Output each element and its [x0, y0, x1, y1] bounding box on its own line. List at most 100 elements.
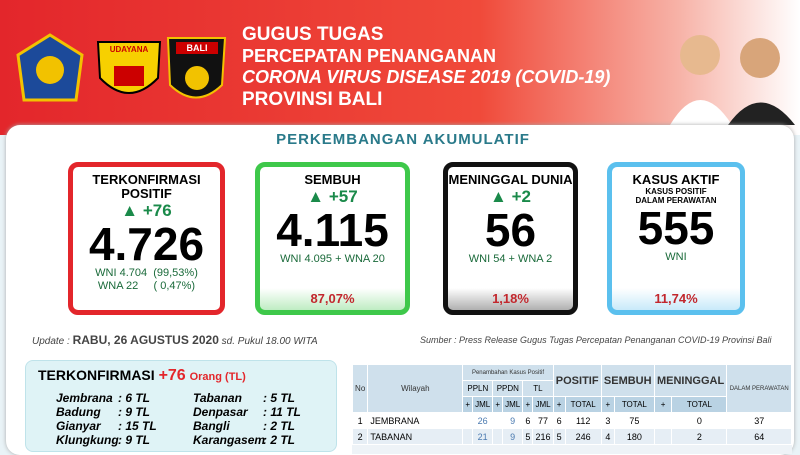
- up-arrow: ▲: [490, 187, 512, 206]
- update-line: Update : RABU, 26 AGUSTUS 2020 sd. Pukul…: [32, 333, 318, 347]
- table-cell: [492, 412, 504, 429]
- table-cell: 0: [671, 412, 728, 429]
- card-change: ▲ +76: [73, 201, 220, 221]
- card-percent: 11,74%: [612, 288, 740, 310]
- table-cell: 2: [671, 428, 728, 445]
- section-title: PERKEMBANGAN AKUMULATIF: [276, 131, 530, 148]
- table-cell: +: [653, 396, 673, 413]
- konfirmasi-cell: : 6 TL: [118, 391, 150, 405]
- card-change: ▲ +57: [260, 187, 405, 207]
- table-cell: Penambahan Kasus Positif: [462, 364, 554, 381]
- konfirmasi-heading: TERKONFIRMASI +76 Orang (TL): [38, 367, 324, 385]
- stat-card: MENINGGAL DUNIA ▲ +2 56 WNI 54 + WNA 2 1,18%: [443, 162, 578, 315]
- table-cell: +: [492, 396, 504, 413]
- table-cell: JEMBRANA: [367, 412, 464, 429]
- table-cell: 216: [532, 428, 554, 445]
- table-cell: No: [352, 364, 369, 413]
- konfirmasi-cell: Klungkung: [56, 433, 119, 447]
- konfirmasi-cell: : 2 TL: [263, 419, 295, 433]
- table-cell: TL: [522, 380, 554, 397]
- data-row: 1 JEMBRANA 26 9 6 77 6 112 3 75 0 37: [352, 412, 792, 429]
- update-label: Update :: [32, 336, 70, 347]
- konfirmasi-cell: Gianyar: [56, 419, 101, 433]
- title-line: GUGUS TUGAS: [242, 24, 384, 45]
- stat-card: SEMBUH ▲ +57 4.115 WNI 4.095 + WNA 20 87,07%: [255, 162, 410, 315]
- table-cell: 5: [552, 428, 566, 445]
- table-cell: 26: [472, 412, 494, 429]
- table-cell: +: [600, 396, 615, 413]
- logo-text: BALI: [187, 43, 208, 53]
- card-value: 4.115: [276, 204, 389, 256]
- table-cell: 4: [600, 428, 615, 445]
- table-cell: +: [552, 396, 566, 413]
- card-detail: WNI 4.095 + WNA 20: [280, 253, 385, 265]
- stat-card: KASUS AKTIF KASUS POSITIF DALAM PERAWATAN…: [607, 162, 745, 315]
- title-line: CORONA VIRUS DISEASE 2019 (COVID-19): [242, 67, 611, 87]
- table-cell: TABANAN: [367, 428, 464, 445]
- konfirmasi-cell: Bangli: [193, 419, 230, 433]
- table-cell: 5: [522, 428, 534, 445]
- table-cell: [492, 428, 504, 445]
- portraits: [670, 35, 795, 125]
- table-cell: 6: [552, 412, 566, 429]
- table-cell: MENINGGAL: [653, 364, 728, 397]
- konfirmasi-cell: : 5 TL: [263, 391, 295, 405]
- table-cell: 9: [502, 428, 524, 445]
- konfirmasi-row: Badung: 9 TL Denpasar: 11 TL: [56, 405, 336, 419]
- table-box: No Wilayah Penambahan Kasus Positif POSITIF…: [352, 364, 792, 454]
- change-value: +57: [328, 187, 358, 206]
- table-cell: 1: [352, 412, 369, 429]
- konfirmasi-cell: Jembrana: [56, 391, 113, 405]
- source: Press Release Gugus Tugas Percepatan Pen…: [459, 335, 772, 345]
- card-detail: WNA 22 ( 0,47%): [97, 280, 196, 292]
- table-cell: SEMBUH: [600, 364, 655, 397]
- konfirmasi-rows: Jembrana: 6 TL Tabanan: 5 TL Badung: 9 TL D…: [26, 391, 336, 447]
- table-cell: [462, 412, 474, 429]
- konfirmasi-title: TERKONFIRMASI: [38, 367, 155, 383]
- card-detail: WNI 4.704 (99,53%): [95, 267, 198, 279]
- table: No Wilayah Penambahan Kasus Positif POSITIF…: [352, 364, 792, 445]
- up-arrow: ▲: [307, 187, 329, 206]
- data-row: 2 TABANAN 21 9 5 216 5 246 4 180 2 64: [352, 428, 792, 445]
- card-value: 555: [637, 202, 715, 254]
- konfirmasi-cell: Karangasem: [193, 433, 266, 447]
- konfirmasi-cell: : 11 TL: [263, 405, 301, 419]
- table-cell: +: [462, 396, 474, 413]
- source-label: Sumber :: [420, 335, 457, 345]
- table-cell: TOTAL: [613, 396, 655, 413]
- konfirmasi-cell: : 2 TL: [263, 433, 295, 447]
- update-time: sd. Pukul 18.00 WITA: [221, 336, 318, 347]
- header-row: + JML + JML + JML + TOTAL + TOTAL + TOTAL: [352, 396, 792, 413]
- card-label: KASUS AKTIF: [632, 172, 720, 187]
- card-label: SEMBUH: [304, 172, 361, 187]
- up-arrow: ▲: [121, 201, 143, 220]
- table-cell: 6: [522, 412, 534, 429]
- card-value: 56: [484, 204, 537, 256]
- konfirmasi-cell: Denpasar: [193, 405, 248, 419]
- card-sublabel: KASUS POSITIF DALAM PERAWATAN: [635, 187, 717, 205]
- table-cell: PPLN: [462, 380, 494, 397]
- table-cell: 246: [564, 428, 602, 445]
- table-cell: 75: [613, 412, 655, 429]
- change-value: +2: [511, 187, 531, 206]
- table-cell: [653, 412, 673, 429]
- source-line: Sumber : Press Release Gugus Tugas Perce…: [420, 335, 772, 345]
- konfirmasi-row: Jembrana : 6 TL Tabanan : 5 TL: [56, 391, 336, 405]
- table-cell: 37: [726, 412, 792, 429]
- card-detail: WNI: [665, 251, 687, 263]
- table-cell: 2: [352, 428, 369, 445]
- update-date: RABU, 26 AGUSTUS 2020: [72, 333, 219, 347]
- card-percent: 1,18%: [448, 288, 573, 310]
- konfirmasi-row: Klungkung: 9 TL Karangasem: 2 TL: [56, 433, 336, 447]
- card-change: ▲ +2: [448, 187, 573, 207]
- table-cell: +: [522, 396, 534, 413]
- table-cell: 9: [502, 412, 524, 429]
- table-cell: [462, 428, 474, 445]
- card-value: 4.726: [88, 218, 205, 270]
- table-cell: JML: [532, 396, 554, 413]
- konfirmasi-cell: Tabanan: [193, 391, 242, 405]
- table-cell: Wilayah: [367, 364, 464, 413]
- logos: UDAYANA BALI: [16, 33, 227, 102]
- table-cell: TOTAL: [564, 396, 602, 413]
